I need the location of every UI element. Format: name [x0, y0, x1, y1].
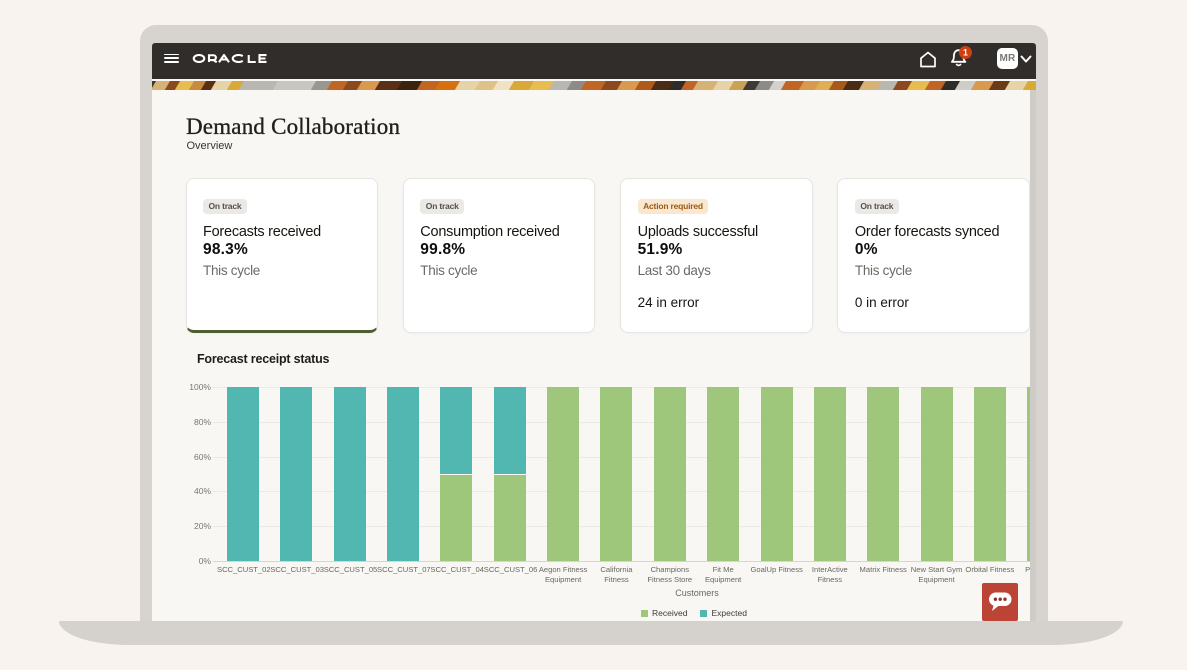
svg-text:1: 1 [963, 48, 968, 58]
